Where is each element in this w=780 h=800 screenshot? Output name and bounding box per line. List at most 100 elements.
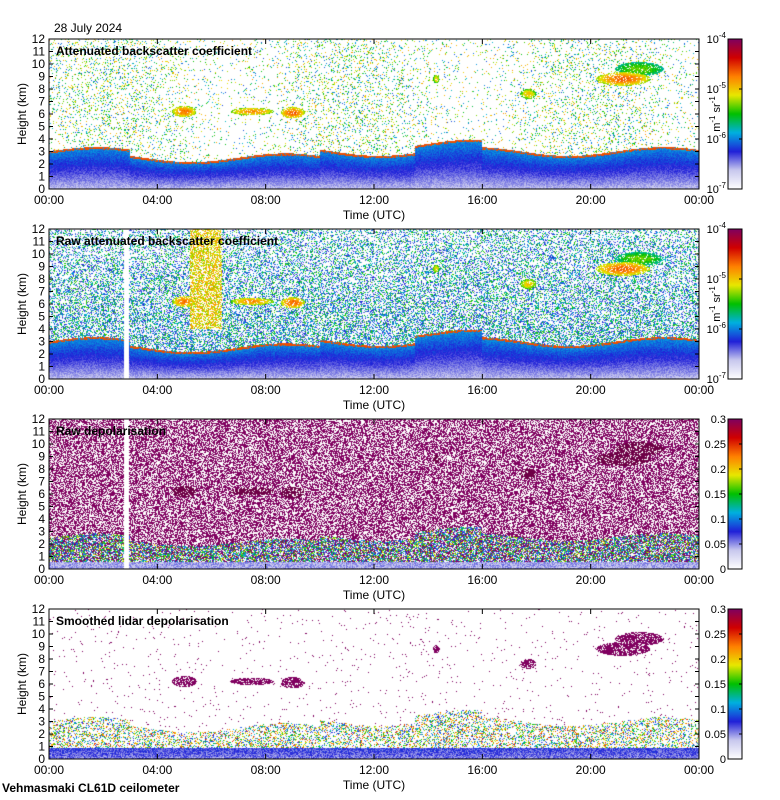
y-tick-label: 5 [38, 310, 45, 324]
y-tick-label: 6 [38, 107, 45, 121]
colorbar-frame [727, 228, 743, 380]
y-tick-label: 12 [32, 412, 46, 426]
heatmap-image [49, 609, 699, 759]
y-tick-label: 2 [38, 347, 45, 361]
colorbar [728, 419, 742, 569]
colorbar-tick-label: 10-4 [707, 31, 727, 46]
y-tick-label: 3 [38, 145, 45, 159]
y-axis-label: Height (km) [15, 83, 29, 145]
y-tick-label: 0 [38, 182, 45, 196]
colorbar [728, 39, 742, 189]
colorbar-tick-label: 0.2 [711, 464, 726, 476]
x-tick-label: 20:00 [576, 763, 606, 777]
y-tick-label: 2 [38, 157, 45, 171]
x-axis-label: Time (UTC) [343, 588, 405, 602]
y-tick-label: 0 [38, 752, 45, 766]
x-tick-label: 00:00 [34, 193, 64, 207]
x-tick-label: 00:00 [684, 383, 714, 397]
y-tick-label: 10 [32, 437, 46, 451]
x-tick-label: 12:00 [359, 193, 389, 207]
y-tick-label: 11 [33, 615, 46, 629]
x-tick-label: 04:00 [142, 573, 172, 587]
y-tick-label: 1 [38, 170, 45, 184]
colorbar-tick-label: 10-6 [707, 321, 727, 336]
colorbar-frame [727, 38, 743, 190]
x-tick-label: 16:00 [467, 573, 497, 587]
x-tick-label: 04:00 [142, 193, 172, 207]
colorbar-tick-label: 0 [720, 564, 726, 576]
colorbar-tick-label: 10-4 [707, 221, 727, 236]
panel-title: Raw attenuated backscatter coefficient [56, 234, 278, 248]
x-tick-label: 12:00 [359, 573, 389, 587]
y-tick-label: 5 [38, 120, 45, 134]
y-tick-label: 3 [38, 525, 45, 539]
y-tick-label: 3 [38, 335, 45, 349]
x-tick-label: 00:00 [34, 573, 64, 587]
y-tick-label: 7 [38, 95, 45, 109]
colorbar-tick-label: 0.25 [705, 439, 726, 451]
y-tick-label: 0 [38, 562, 45, 576]
x-tick-label: 04:00 [142, 383, 172, 397]
y-tick-label: 5 [38, 500, 45, 514]
panel-title: Smoothed lidar depolarisation [56, 614, 229, 628]
panel-title: Raw depolarisation [56, 424, 166, 438]
colorbar-tick-label: 10-5 [707, 271, 727, 286]
y-tick-label: 8 [38, 462, 45, 476]
colorbar-unit-label: m-1sr-1 [708, 286, 723, 322]
x-tick-label: 20:00 [576, 193, 606, 207]
y-tick-label: 9 [38, 70, 45, 84]
colorbar [728, 229, 742, 379]
y-tick-label: 1 [38, 550, 45, 564]
x-tick-label: 12:00 [359, 763, 389, 777]
figure-date: 28 July 2024 [54, 21, 122, 35]
y-tick-label: 7 [38, 285, 45, 299]
x-tick-label: 00:00 [684, 573, 714, 587]
y-tick-label: 12 [32, 222, 46, 236]
y-tick-label: 10 [32, 627, 46, 641]
y-tick-label: 9 [38, 640, 45, 654]
y-axis-label: Height (km) [15, 273, 29, 335]
colorbar-tick-label: 0.3 [711, 414, 726, 426]
colorbar-tick-label: 10-7 [707, 181, 727, 196]
colorbar-tick-label: 10-7 [707, 371, 727, 386]
y-tick-label: 7 [38, 665, 45, 679]
y-tick-label: 6 [38, 297, 45, 311]
y-tick-label: 6 [38, 487, 45, 501]
y-tick-label: 0 [38, 372, 45, 386]
y-tick-label: 3 [38, 715, 45, 729]
colorbar-tick-label: 10-6 [707, 131, 727, 146]
y-tick-label: 4 [38, 702, 45, 716]
y-tick-label: 7 [38, 475, 45, 489]
colorbar-tick-label: 0.25 [705, 629, 726, 641]
colorbar-tick-label: 0.15 [705, 489, 726, 501]
y-tick-label: 1 [38, 360, 45, 374]
y-tick-label: 2 [38, 727, 45, 741]
y-tick-label: 8 [38, 272, 45, 286]
y-tick-label: 8 [38, 82, 45, 96]
y-tick-label: 11 [33, 235, 46, 249]
y-tick-label: 4 [38, 132, 45, 146]
x-tick-label: 16:00 [467, 383, 497, 397]
y-tick-label: 11 [33, 425, 46, 439]
x-tick-label: 08:00 [251, 573, 281, 587]
y-tick-label: 8 [38, 652, 45, 666]
x-tick-label: 16:00 [467, 193, 497, 207]
y-axis-label: Height (km) [15, 653, 29, 715]
colorbar [728, 609, 742, 759]
colorbar-tick-label: 0.3 [711, 604, 726, 616]
x-tick-label: 04:00 [142, 763, 172, 777]
x-tick-label: 08:00 [251, 193, 281, 207]
x-tick-label: 20:00 [576, 383, 606, 397]
x-tick-label: 08:00 [251, 383, 281, 397]
y-axis-label: Height (km) [15, 463, 29, 525]
x-tick-label: 16:00 [467, 763, 497, 777]
colorbar-tick-label: 0.15 [705, 679, 726, 691]
colorbar-tick-label: 0.05 [705, 539, 726, 551]
colorbar-tick-label: 0.05 [705, 729, 726, 741]
x-axis-label: Time (UTC) [343, 208, 405, 222]
